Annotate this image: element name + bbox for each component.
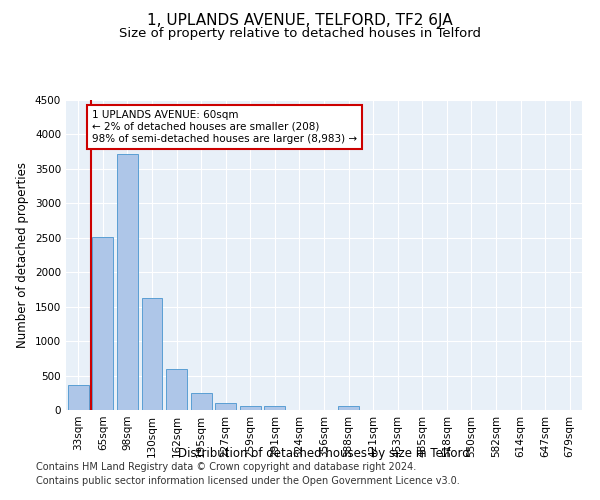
Bar <box>215 403 236 410</box>
Y-axis label: Number of detached properties: Number of detached properties <box>16 162 29 348</box>
Bar <box>92 237 113 410</box>
Text: Contains public sector information licensed under the Open Government Licence v3: Contains public sector information licen… <box>36 476 460 486</box>
Bar <box>191 394 212 410</box>
Bar <box>117 154 138 410</box>
Text: 1, UPLANDS AVENUE, TELFORD, TF2 6JA: 1, UPLANDS AVENUE, TELFORD, TF2 6JA <box>147 12 453 28</box>
Text: Size of property relative to detached houses in Telford: Size of property relative to detached ho… <box>119 28 481 40</box>
Bar <box>166 368 187 410</box>
Text: 1 UPLANDS AVENUE: 60sqm
← 2% of detached houses are smaller (208)
98% of semi-de: 1 UPLANDS AVENUE: 60sqm ← 2% of detached… <box>92 110 357 144</box>
Bar <box>338 406 359 410</box>
Bar <box>68 384 89 410</box>
Bar <box>142 298 163 410</box>
Bar <box>240 406 261 410</box>
Text: Distribution of detached houses by size in Telford: Distribution of detached houses by size … <box>178 448 470 460</box>
Bar <box>265 406 286 410</box>
Text: Contains HM Land Registry data © Crown copyright and database right 2024.: Contains HM Land Registry data © Crown c… <box>36 462 416 472</box>
